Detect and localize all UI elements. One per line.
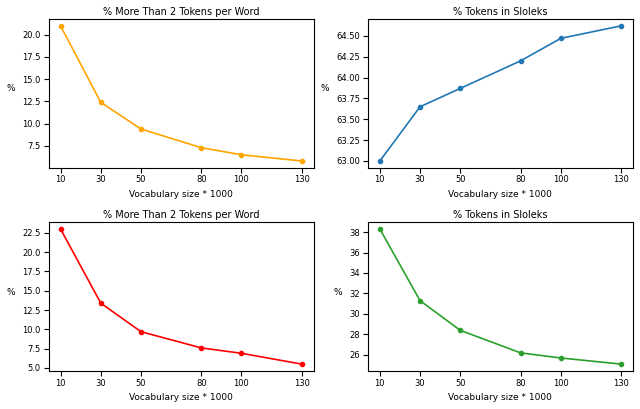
Y-axis label: %: % [334,288,342,297]
Title: % Tokens in Sloleks: % Tokens in Sloleks [453,7,548,17]
Y-axis label: %: % [7,84,15,93]
X-axis label: Vocabulary size * 1000: Vocabulary size * 1000 [449,393,552,402]
Title: % Tokens in Sloleks: % Tokens in Sloleks [453,210,548,220]
Y-axis label: %: % [321,84,330,93]
X-axis label: Vocabulary size * 1000: Vocabulary size * 1000 [129,393,233,402]
X-axis label: Vocabulary size * 1000: Vocabulary size * 1000 [129,190,233,199]
Title: % More Than 2 Tokens per Word: % More Than 2 Tokens per Word [103,210,259,220]
Title: % More Than 2 Tokens per Word: % More Than 2 Tokens per Word [103,7,259,17]
Y-axis label: %: % [7,288,15,297]
X-axis label: Vocabulary size * 1000: Vocabulary size * 1000 [449,190,552,199]
